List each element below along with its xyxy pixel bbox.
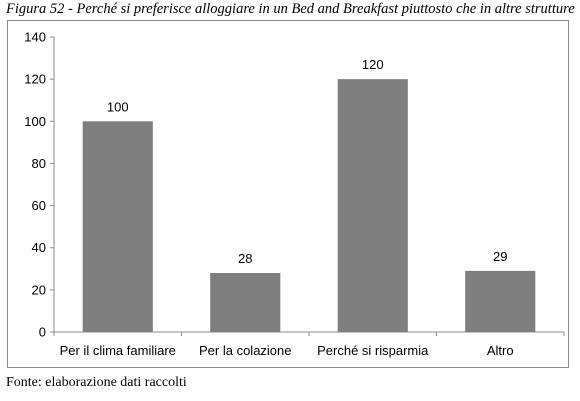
category-label: Per la colazione [199, 343, 292, 358]
y-tick-label: 0 [39, 325, 46, 340]
source-note: Fonte: elaborazione dati raccolti [6, 375, 187, 390]
data-label: 29 [493, 249, 507, 264]
bar [337, 79, 408, 332]
chart-frame: 0 20 40 60 80 100 120 140 100 Per il clima famili… [7, 20, 569, 368]
y-tick-label: 140 [24, 30, 46, 45]
category-label: Altro [487, 343, 514, 358]
bar [465, 270, 536, 332]
y-tick-label: 80 [32, 156, 46, 171]
bar-chart: 0 20 40 60 80 100 120 140 100 Per il clima famili… [24, 30, 565, 358]
data-label: 120 [362, 57, 384, 72]
bar [210, 273, 281, 332]
category-label: Perché si risparmia [317, 343, 429, 358]
data-label: 28 [238, 251, 252, 266]
figure-caption: Figura 52 - Perché si preferisce alloggi… [6, 1, 575, 17]
data-label: 100 [107, 99, 129, 114]
y-tick-label: 100 [24, 114, 46, 129]
bar [82, 121, 153, 333]
category-label: Per il clima familiare [60, 343, 176, 358]
y-tick-label: 20 [32, 282, 46, 297]
y-tick-label: 40 [32, 240, 46, 255]
y-tick-label: 120 [24, 72, 46, 87]
y-tick-label: 60 [32, 198, 46, 213]
